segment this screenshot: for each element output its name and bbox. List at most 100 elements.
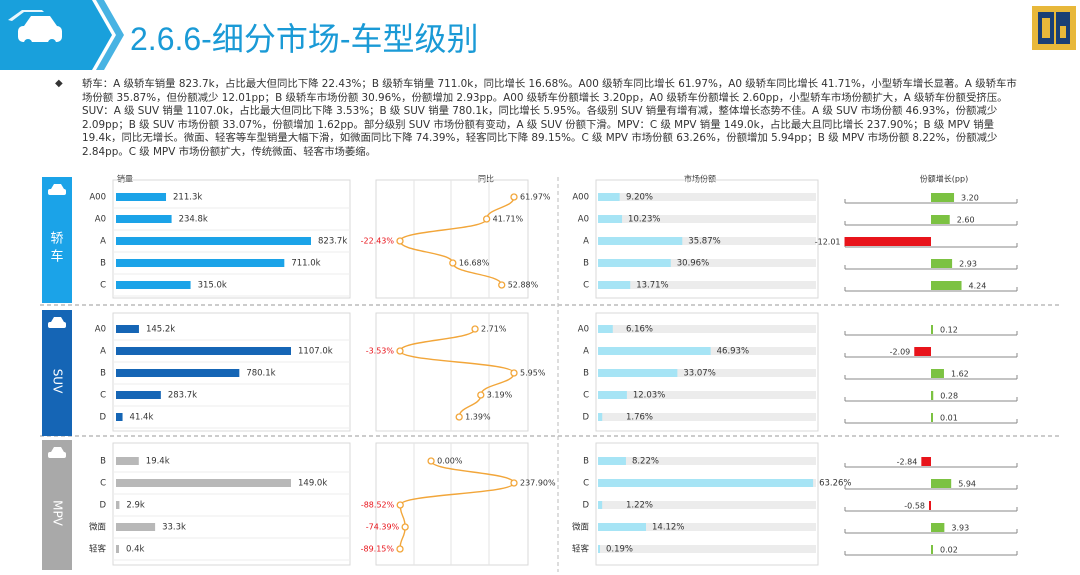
- yoy-point: [510, 193, 518, 201]
- growth-bar: [931, 369, 944, 378]
- share-bg-bar: [598, 457, 816, 465]
- yoy-label: 5.95%: [520, 369, 546, 378]
- share-bar: [598, 215, 623, 223]
- sales-bar: [116, 325, 139, 333]
- growth-bar: [931, 413, 933, 422]
- growth-label: 0.28: [940, 392, 958, 401]
- share-bg-bar: [598, 215, 816, 223]
- category-label: D: [99, 501, 106, 511]
- share-label: 9.20%: [626, 193, 653, 203]
- category-label: D: [99, 413, 106, 423]
- sales-label: 41.4k: [130, 413, 154, 423]
- group-strip: [42, 310, 72, 436]
- yoy-label: 2.71%: [481, 325, 507, 334]
- yoy-point: [449, 259, 457, 267]
- share-bg-bar: [598, 501, 816, 509]
- growth-bar: [931, 479, 952, 488]
- header-banner: [0, 0, 1080, 70]
- yoy-point: [396, 545, 404, 553]
- sales-label: 211.3k: [173, 193, 202, 203]
- sales-bar: [116, 391, 161, 399]
- icon-body: [48, 189, 66, 195]
- growth-label: 0.12: [940, 326, 958, 335]
- sales-bar: [116, 501, 120, 509]
- yoy-point: [510, 369, 518, 377]
- category-label: C: [100, 391, 106, 401]
- category-label: 微面: [89, 522, 107, 533]
- sales-bar: [116, 259, 285, 267]
- share-bar: [598, 391, 627, 399]
- brand-logo-icon: [1032, 6, 1076, 50]
- category-label: C: [583, 479, 589, 489]
- sales-bar: [116, 479, 291, 487]
- category-label: A0: [578, 325, 589, 335]
- bullet-icon: ◆: [55, 78, 63, 89]
- header-graphic: [0, 0, 124, 70]
- category-label: 轻客: [572, 544, 590, 555]
- category-label: C: [100, 479, 106, 489]
- category-label: A: [583, 237, 589, 247]
- category-label: A: [583, 347, 589, 357]
- sales-bar: [116, 215, 172, 223]
- growth-label: 3.20: [961, 194, 979, 203]
- yoy-label: -74.39%: [366, 523, 400, 532]
- column-header: 同比: [478, 174, 494, 184]
- sales-label: 823.7k: [318, 237, 347, 247]
- share-label: 12.03%: [633, 391, 665, 401]
- growth-label: 1.62: [951, 370, 969, 379]
- sales-label: 283.7k: [168, 391, 197, 401]
- category-label: A00: [89, 193, 106, 203]
- sales-bar: [116, 413, 123, 421]
- category-label: A0: [95, 325, 106, 335]
- icon-roof: [51, 317, 64, 322]
- share-bg-bar: [598, 369, 816, 377]
- growth-bar: [929, 501, 931, 510]
- growth-bar: [931, 523, 945, 532]
- share-bg-bar: [598, 281, 816, 289]
- column-header: 市场份额: [684, 174, 716, 184]
- yoy-point: [427, 457, 435, 465]
- share-label: 13.71%: [636, 281, 668, 291]
- share-label: 30.96%: [677, 259, 709, 269]
- share-bar: [598, 479, 814, 487]
- sales-bar: [116, 457, 139, 465]
- growth-label: 2.93: [959, 260, 977, 269]
- yoy-label: 41.71%: [493, 215, 524, 224]
- category-label: B: [583, 457, 589, 467]
- group-strip: [42, 440, 72, 570]
- yoy-point: [396, 347, 404, 355]
- yoy-point: [396, 501, 404, 509]
- share-bar: [598, 325, 613, 333]
- category-label: C: [583, 281, 589, 291]
- share-bar: [598, 281, 631, 289]
- sales-bar: [116, 347, 291, 355]
- category-label: A0: [578, 215, 589, 225]
- growth-bar: [931, 325, 933, 334]
- sales-frame: [112, 312, 351, 432]
- share-label: 10.23%: [628, 215, 660, 225]
- share-bar: [598, 193, 620, 201]
- share-bar: [598, 501, 603, 509]
- column-header: 销量: [117, 174, 133, 184]
- group-strip: [42, 177, 72, 303]
- sales-label: 234.8k: [179, 215, 208, 225]
- growth-label: -2.84: [897, 458, 918, 467]
- sales-frame: [112, 179, 351, 299]
- sales-label: 33.3k: [162, 523, 186, 533]
- category-label: D: [582, 501, 589, 511]
- sales-label: 1107.0k: [298, 347, 333, 357]
- growth-label: -2.09: [890, 348, 911, 357]
- category-label: A: [100, 237, 106, 247]
- growth-bar: [931, 391, 934, 400]
- sales-label: 780.1k: [246, 369, 275, 379]
- category-label: 轻客: [89, 544, 107, 555]
- share-label: 0.19%: [606, 545, 633, 555]
- growth-label: 4.24: [969, 282, 987, 291]
- group-label: MPV: [51, 500, 65, 527]
- share-label: 8.22%: [632, 457, 659, 467]
- category-label: B: [100, 457, 106, 467]
- yoy-point: [477, 391, 485, 399]
- sales-bar: [116, 193, 167, 201]
- yoy-label: 52.88%: [508, 281, 539, 290]
- growth-label: 0.01: [940, 414, 958, 423]
